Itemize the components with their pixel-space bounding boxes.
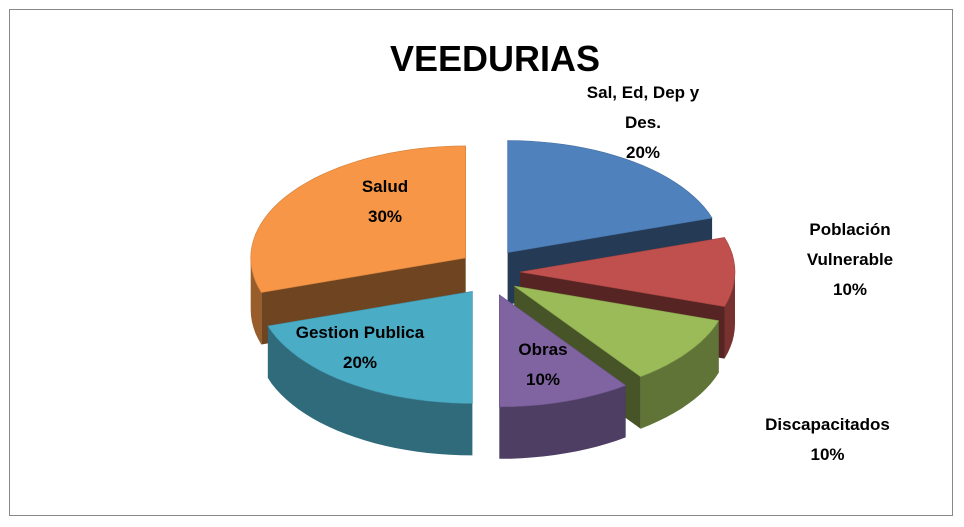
slice-top <box>267 291 473 404</box>
data-label: Discapacitados 10% <box>740 410 915 470</box>
category-label: Discapacitados <box>765 415 890 434</box>
category-label: Gestion Publica <box>295 323 425 342</box>
category-label: Obras <box>518 340 568 359</box>
slice-top <box>507 140 713 253</box>
slice-top <box>519 237 736 307</box>
data-label: Salud 30% <box>330 172 440 232</box>
slice-top <box>250 145 466 293</box>
slice-side <box>499 385 626 459</box>
category-label: Salud <box>361 177 409 196</box>
value-label: 20% <box>625 143 661 162</box>
slice-top <box>499 294 627 408</box>
value-label: 10% <box>810 445 845 464</box>
data-label: Población Vulnerable 10% <box>780 215 920 305</box>
slice-side <box>267 326 473 456</box>
data-label: Gestion Publica 20% <box>265 318 455 378</box>
slice-side <box>640 320 719 429</box>
value-label: 10% <box>525 370 561 389</box>
category-label: Población Vulnerable <box>806 220 894 269</box>
chart-title: VEEDURIAS <box>389 38 601 79</box>
pie-slice <box>267 291 473 456</box>
value-label: 10% <box>832 280 868 299</box>
slice-side <box>250 257 262 345</box>
chart-frame <box>9 9 953 516</box>
pie-slice <box>499 294 627 459</box>
value-label: 20% <box>342 353 378 372</box>
value-label: 30% <box>367 207 403 226</box>
data-label: Obras 10% <box>498 335 588 395</box>
data-label: Sal, Ed, Dep y Des. 20% <box>578 78 708 168</box>
slice-side <box>724 272 735 359</box>
slice-top <box>514 285 720 378</box>
category-label: Sal, Ed, Dep y Des. <box>586 83 700 132</box>
